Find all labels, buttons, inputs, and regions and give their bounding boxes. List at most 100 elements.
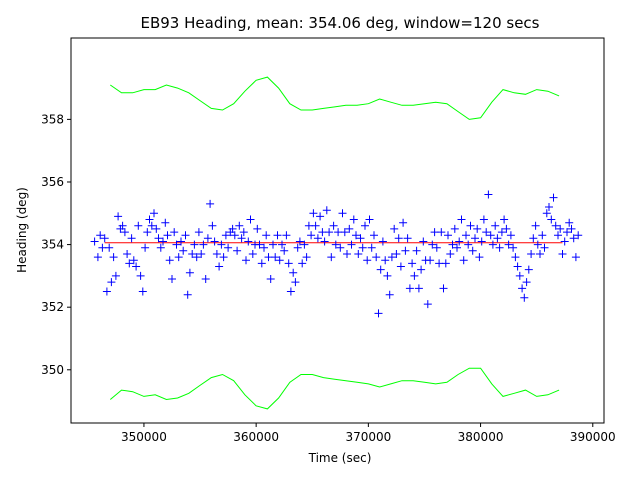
data-point [185, 268, 194, 277]
data-point [313, 234, 322, 243]
data-point [93, 253, 102, 262]
data-point [145, 215, 154, 224]
y-axis: 350 352 354 356 358 [41, 112, 71, 377]
data-point [399, 218, 408, 227]
data-point [486, 231, 495, 240]
data-point [542, 209, 551, 218]
data-point [446, 250, 455, 258]
data-point [493, 234, 502, 243]
data-point [136, 271, 145, 280]
data-point [453, 243, 461, 252]
data-point [363, 256, 372, 265]
data-point [190, 240, 199, 249]
data-point [289, 268, 298, 277]
chart-title: EB93 Heading, mean: 354.06 deg, window=1… [141, 14, 540, 32]
data-point [264, 253, 273, 262]
data-point [271, 253, 280, 262]
data-point [471, 234, 479, 243]
data-point [179, 246, 188, 255]
data-point [509, 243, 518, 252]
data-point [437, 228, 446, 237]
data-point [309, 209, 318, 218]
data-point [423, 300, 432, 309]
y-tick-label: 350 [41, 363, 64, 377]
data-point [275, 256, 284, 265]
plot-area [70, 37, 605, 424]
data-point [284, 259, 293, 268]
data-point [154, 234, 163, 243]
data-point [412, 246, 421, 255]
data-point [181, 231, 190, 240]
data-point [331, 240, 340, 249]
lower-band-line [109, 367, 560, 410]
data-point [278, 240, 286, 249]
x-tick-label: 390000 [570, 430, 616, 444]
data-point [141, 243, 150, 252]
data-point [475, 253, 484, 262]
data-point [549, 193, 558, 202]
data-point [565, 218, 574, 227]
data-point [419, 237, 428, 246]
data-point [551, 221, 560, 230]
data-point [536, 250, 544, 258]
data-point [385, 290, 394, 299]
data-point [513, 262, 522, 271]
data-point [221, 231, 230, 240]
data-point [365, 215, 374, 224]
upper-band-line [110, 76, 560, 120]
data-point [473, 224, 482, 233]
data-point [356, 234, 365, 243]
y-tick-label: 354 [41, 238, 64, 252]
data-point [307, 231, 316, 240]
data-point [325, 228, 334, 237]
plot-frame [70, 37, 605, 424]
data-point [212, 250, 221, 258]
data-point [569, 234, 578, 243]
data-point [370, 231, 378, 240]
data-point [107, 278, 116, 287]
data-point [511, 253, 520, 262]
data-point [426, 256, 435, 265]
data-point [345, 224, 354, 233]
data-point [383, 271, 392, 280]
data-point [114, 212, 123, 221]
data-point [439, 284, 448, 293]
data-point [147, 221, 156, 230]
data-point [219, 253, 228, 262]
data-point [316, 212, 325, 221]
data-point [206, 199, 215, 208]
data-point [134, 221, 143, 230]
x-tick-label: 350000 [121, 430, 167, 444]
data-point [450, 224, 459, 233]
data-point [170, 228, 179, 237]
data-point [502, 224, 511, 233]
data-point [466, 221, 475, 230]
data-point [293, 243, 302, 252]
data-point [428, 240, 437, 249]
data-point [260, 243, 268, 252]
data-point [168, 275, 176, 283]
data-point [102, 287, 111, 296]
data-point [381, 256, 390, 265]
x-tick-label: 370000 [345, 430, 391, 444]
data-point [387, 253, 396, 262]
data-point [500, 215, 509, 224]
data-point [358, 243, 367, 252]
data-point [457, 215, 466, 224]
data-point [242, 256, 250, 265]
x-tick-label: 360000 [233, 430, 279, 444]
x-axis-label: Time (sec) [308, 451, 372, 465]
data-point [208, 221, 217, 230]
data-point [506, 231, 515, 240]
data-point [403, 234, 412, 243]
data-point [230, 231, 239, 240]
data-point [239, 228, 248, 237]
data-point [340, 228, 349, 237]
data-point [479, 215, 488, 224]
data-point [554, 231, 562, 240]
data-point [556, 224, 565, 233]
data-point [563, 228, 571, 237]
data-point [410, 271, 419, 280]
data-point [488, 240, 497, 249]
